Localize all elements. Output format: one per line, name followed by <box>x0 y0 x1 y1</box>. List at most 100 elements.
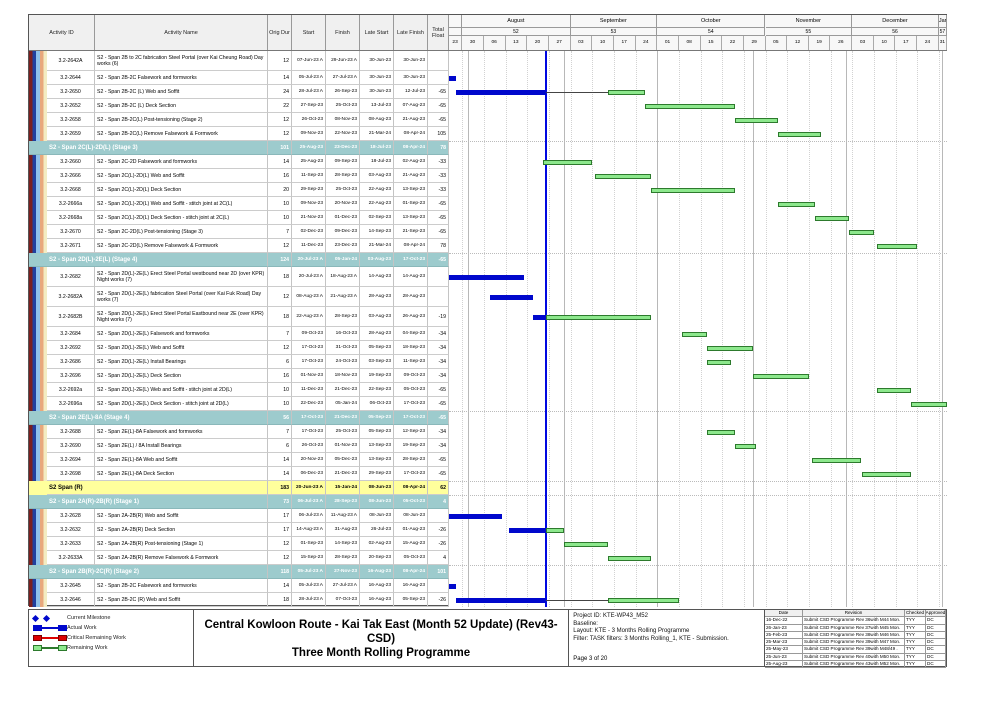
row-color-bands <box>29 369 47 383</box>
week-start-day: 31 <box>939 36 947 50</box>
cell-activity-name: S2 - Span 2C(L)-2D(L) Deck Section <box>95 183 268 197</box>
grand-row: S2 Span (R) 183 20-Jun-23 A 15-Jan-24 08-Jun… <box>29 481 449 495</box>
week-start-day: 05 <box>766 36 788 50</box>
cell-late-finish: 11-Sep-23 <box>394 355 428 369</box>
week-start-day: 24 <box>636 36 658 50</box>
cell-late-start: 13-Jul-23 <box>360 99 394 113</box>
cell-group-name: S2 - Span 2B(R)-2C(R) (Stage 2) <box>47 565 268 579</box>
cell-activity-name: S2 - Span 2C-2D(L) Remove Falsework & Fo… <box>95 239 268 253</box>
cell-late-finish: 08-Apr-24 <box>394 127 428 141</box>
section-separator-line <box>449 411 947 412</box>
task-row: 3.2-2666 S2 - Span 2C(L)-2D(L) Web and So… <box>29 169 449 183</box>
cell-finish: 18-Aug-23 A <box>326 267 360 287</box>
cell-late-start: 16-Aug-23 <box>360 593 394 607</box>
cell-activity-id: 3.2-2682 <box>47 267 95 287</box>
task-row: 3.2-2686 S2 - Span 2D(L)-2E(L) Install Be… <box>29 355 449 369</box>
row-color-bands <box>29 579 47 593</box>
month-label: October <box>657 15 766 28</box>
cell-late-finish: 04-Sep-23 <box>394 327 428 341</box>
bar-line-icon <box>42 627 58 629</box>
revision-header-row: Date Revision Checked Approved <box>765 610 946 618</box>
cell-late-finish: 30-Jun-23 <box>394 71 428 85</box>
task-row: 3.2-2660 S2 - Span 2C-2D Falsework and fo… <box>29 155 449 169</box>
row-color-bands <box>29 71 47 85</box>
cell-start: 06-Jul-23 A <box>292 495 326 509</box>
cell-orig-dur: 183 <box>268 481 292 495</box>
cell-activity-name: S2 - Span 2B-2C (R) Web and Soffit <box>95 593 268 607</box>
cell-orig-dur: 14 <box>268 467 292 481</box>
cell-orig-dur: 12 <box>268 51 292 71</box>
task-row: 3.2-2633 S2 - Span 2A-2B(R) Post-tensioni… <box>29 537 449 551</box>
cell-late-start: 21-Mar-24 <box>360 239 394 253</box>
remaining-bar <box>542 159 593 165</box>
remaining-bar <box>607 597 679 603</box>
cell-total-float: 62 <box>428 481 449 495</box>
month-number <box>449 28 463 36</box>
task-row: 3.2-2668 S2 - Span 2C(L)-2D(L) Deck Secti… <box>29 183 449 197</box>
cell-start: 17-Oct-23 <box>292 341 326 355</box>
cell-orig-dur: 10 <box>268 383 292 397</box>
cell-orig-dur: 24 <box>268 85 292 99</box>
cell-finish: 05-Dec-23 <box>326 453 360 467</box>
actual-bar <box>449 274 525 280</box>
cell-start: 21-Nov-23 <box>292 211 326 225</box>
remaining-bar <box>706 359 732 365</box>
cell-late-start: 19-Sep-23 <box>360 369 394 383</box>
cell-activity-name: S2 - Span 2A-2B(R) Post-tensioning (Stag… <box>95 537 268 551</box>
cell-activity-name: S2 - Span 2E(L)-8A Falsework and formwor… <box>95 425 268 439</box>
cell-total-float: 4 <box>428 495 449 509</box>
week-gridline <box>548 51 550 607</box>
remaining-bar <box>734 117 778 123</box>
task-row: 3.2-2652 S2 - Span 2B-2C (L) Deck Section… <box>29 99 449 113</box>
cell-group-name: S2 - Span 2C(L)-2D(L) (Stage 3) <box>47 141 268 155</box>
cell-late-start: 08-Jun-23 <box>360 509 394 523</box>
month-gridline <box>657 51 659 607</box>
cell-group-name: S2 Span (R) <box>47 481 268 495</box>
cell-late-start: 05-Sep-23 <box>360 411 394 425</box>
group-row: S2 - Span 2E(L)-8A (Stage 4) 56 17-Oct-23 2… <box>29 411 449 425</box>
week-gridline <box>462 51 464 607</box>
cell-finish: 24-Oct-23 <box>326 355 360 369</box>
actual-bar <box>533 314 546 320</box>
cell-finish: 21-Aug-23 A <box>326 287 360 307</box>
cell-orig-dur: 12 <box>268 551 292 565</box>
cell-total-float: -34 <box>428 327 449 341</box>
cell-finish: 20-Nov-23 <box>326 197 360 211</box>
week-start-day: 29 <box>744 36 766 50</box>
filter-name: Filter: TASK filters: 3 Months Rolling_1… <box>573 635 729 642</box>
task-row: 3.2-2668a S2 - Span 2C(L)-2D(L) Deck Sect… <box>29 211 449 225</box>
cell-activity-id: 3.2-2633A <box>47 551 95 565</box>
cell-late-start: 08-Jun-23 <box>360 481 394 495</box>
cell-start: 22-Aug-23 A <box>292 307 326 327</box>
actual-legend-icon <box>33 625 67 631</box>
cell-late-start: 20-Sep-23 <box>360 551 394 565</box>
cell-finish: 28-Sep-23 <box>326 495 360 509</box>
cell-start: 20-Jul-23 A <box>292 253 326 267</box>
month-gridline <box>753 51 755 607</box>
cell-activity-name: S2 - Span 2B to 2C fabrication Steel Por… <box>95 51 268 71</box>
row-color-bands <box>29 51 47 71</box>
task-row: 3.2-2670 S2 - Span 2C-2D(L) Post-tensioni… <box>29 225 449 239</box>
remaining-bar <box>734 443 757 449</box>
cell-start: 01-Sep-23 <box>292 537 326 551</box>
cell-orig-dur: 14 <box>268 579 292 593</box>
cell-start: 26-Oct-23 <box>292 439 326 453</box>
week-gridline <box>527 51 529 607</box>
cell-group-name: S2 - Span 2D(L)-2E(L) (Stage 4) <box>47 253 268 267</box>
cell-orig-dur: 18 <box>268 593 292 607</box>
week-start-day: 19 <box>809 36 831 50</box>
footer: Current Milestone Actual Work Critical Rem… <box>28 609 947 668</box>
cell-activity-id: 3.2-2688 <box>47 425 95 439</box>
revision-description: Submit CSD Programme Rev 43with M52 Mon. <box>803 660 905 667</box>
row-color-bands <box>29 551 47 565</box>
cell-finish: 22-Nov-23 <box>326 127 360 141</box>
timeline-header: 23 August 52 30 06 13 20 27 September 53 03 10 17 24 O… <box>449 15 947 51</box>
cell-total-float: -65 <box>428 99 449 113</box>
column-header-start: Start <box>292 15 326 50</box>
remaining-connector <box>545 91 608 93</box>
cell-activity-id: 3.2-2696 <box>47 369 95 383</box>
column-header-orig-dur: Orig Dur <box>268 15 292 50</box>
cell-orig-dur: 10 <box>268 197 292 211</box>
row-color-bands <box>29 267 47 287</box>
row-color-bands <box>29 127 47 141</box>
